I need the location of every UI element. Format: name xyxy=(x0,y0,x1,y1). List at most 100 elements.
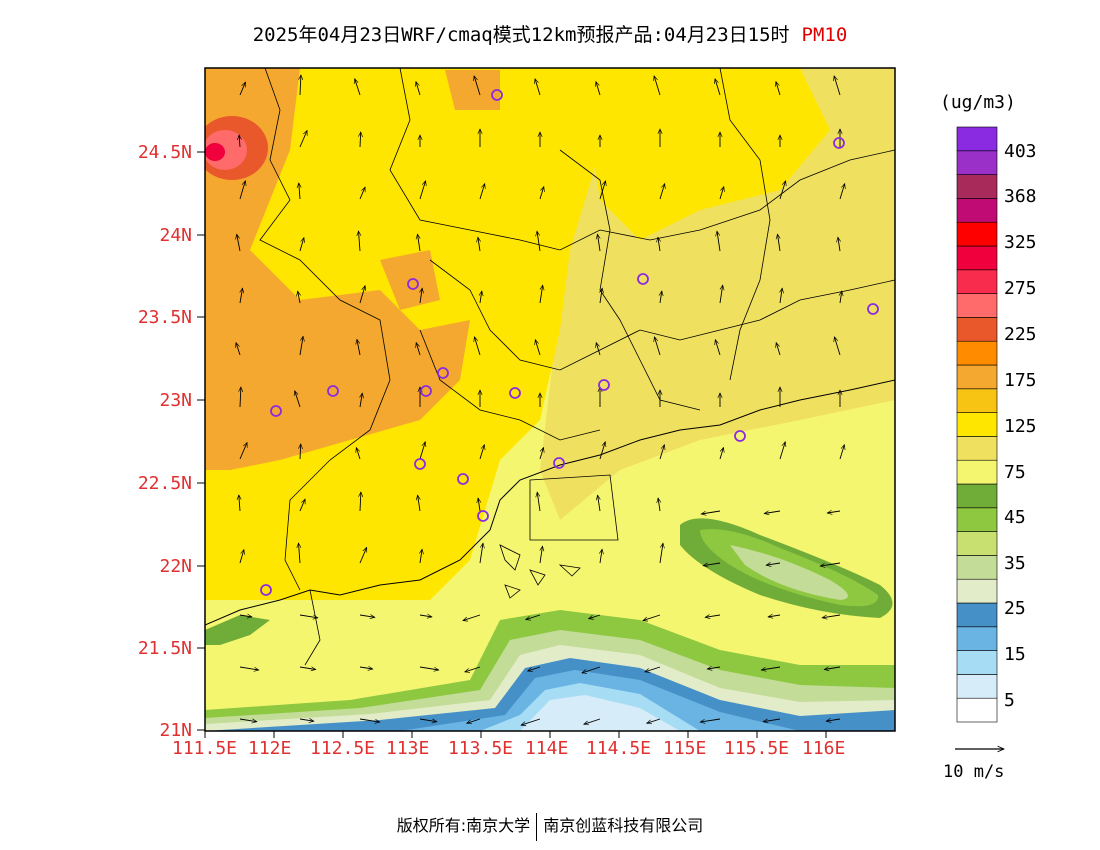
wind-vector xyxy=(299,543,301,564)
colorbar-swatch xyxy=(956,412,998,437)
lon-tick-label: 112.5E xyxy=(310,738,376,759)
wind-vector xyxy=(778,234,781,252)
title-main: 2025年04月23日WRF/cmaq模式12km预报产品:04月23日15时 xyxy=(252,24,790,46)
wind-vector xyxy=(419,181,426,200)
footer-right: 南京创蓝科技有限公司 xyxy=(543,816,704,835)
colorbar-swatch xyxy=(956,697,998,723)
wind-vector xyxy=(419,442,425,460)
wind-vector xyxy=(521,718,541,725)
station-marker xyxy=(420,385,432,397)
wind-vector xyxy=(537,231,541,252)
wind-vector xyxy=(237,234,241,252)
wind-vector xyxy=(537,492,541,512)
wind-vector xyxy=(776,343,781,356)
colorbar-swatch xyxy=(956,578,998,604)
wind-vector xyxy=(300,444,301,460)
wind-vector xyxy=(599,181,606,200)
colorbar-swatch xyxy=(956,245,998,271)
wind-vectors xyxy=(236,75,845,725)
wind-vector xyxy=(768,615,781,617)
colorbar-swatch xyxy=(956,531,998,556)
wind-vector xyxy=(839,184,845,200)
monitoring-stations xyxy=(260,89,879,596)
wind-vector xyxy=(299,131,308,148)
lat-tick-label: 22N xyxy=(159,556,192,577)
wind-vector xyxy=(420,288,422,304)
station-marker xyxy=(414,458,426,470)
wind-vector xyxy=(600,549,602,564)
wind-vector xyxy=(239,181,245,200)
wind-vector xyxy=(239,615,252,617)
title-variable: PM10 xyxy=(801,24,848,46)
colorbar xyxy=(956,126,998,723)
wind-vector xyxy=(300,75,301,96)
wind-vector xyxy=(535,340,541,356)
wind-vector xyxy=(582,666,601,673)
wind-vector xyxy=(715,340,721,356)
colorbar-label: 125 xyxy=(1004,416,1037,437)
wind-vector xyxy=(418,234,421,252)
wind-vector xyxy=(420,549,422,564)
lon-tick-label: 112E xyxy=(248,738,292,759)
footer-separator xyxy=(536,812,538,841)
wind-vector xyxy=(359,187,366,200)
colorbar-swatch xyxy=(956,436,998,461)
colorbar-swatch xyxy=(956,221,998,247)
wind-vector xyxy=(463,614,481,621)
station-marker xyxy=(734,430,746,442)
wind-vector xyxy=(239,495,240,512)
wind-vector xyxy=(360,393,362,408)
wind-vector xyxy=(715,79,721,96)
station-marker xyxy=(553,457,565,469)
colorbar-label: 35 xyxy=(1004,553,1026,574)
wind-vector xyxy=(764,511,781,514)
wind-vector xyxy=(239,666,259,670)
wind-vector xyxy=(599,442,605,460)
colorbar-label: 325 xyxy=(1004,232,1037,253)
wind-vector xyxy=(834,337,841,356)
wind-vector xyxy=(480,291,482,304)
lon-tick-label: 116E xyxy=(802,738,846,759)
wind-vector xyxy=(360,492,361,512)
wind-vector xyxy=(419,719,437,722)
wind-vector xyxy=(647,718,661,723)
wind-vector xyxy=(826,719,841,721)
wind-vector xyxy=(719,187,724,200)
wind-vector xyxy=(239,443,248,460)
wind-vector xyxy=(299,499,306,512)
wind-vector xyxy=(299,238,304,252)
lon-tick-label: 113E xyxy=(386,738,430,759)
wind-vector xyxy=(478,498,480,512)
wind-vector xyxy=(540,546,543,564)
wind-vector xyxy=(705,615,721,617)
wind-vector xyxy=(236,343,241,356)
wind-vector xyxy=(701,510,721,514)
wind-vector xyxy=(416,82,421,96)
wind-vector xyxy=(539,448,544,460)
wind-vector xyxy=(239,82,246,96)
lon-tick-label: 115E xyxy=(663,738,707,759)
colorbar-swatch xyxy=(956,650,998,675)
wind-vector xyxy=(479,543,483,564)
wind-vector xyxy=(299,719,314,721)
chart-title: 2025年04月23日WRF/cmaq模式12km预报产品:04月23日15时 P… xyxy=(0,20,1100,47)
lon-tick-label: 114E xyxy=(525,738,569,759)
wind-vector xyxy=(643,614,661,621)
wind-vector xyxy=(654,76,661,96)
wind-vector xyxy=(598,234,601,252)
colorbar-swatch xyxy=(956,317,998,342)
wind-vector xyxy=(703,563,721,566)
colorbar-swatch xyxy=(956,198,998,223)
wind-vector xyxy=(419,615,432,617)
wind-vector xyxy=(359,547,368,564)
wind-vector xyxy=(707,667,721,669)
reference-vector-label: 10 m/s xyxy=(943,762,1005,782)
wind-vector xyxy=(528,666,541,671)
wind-vector xyxy=(359,286,365,304)
wind-vector xyxy=(359,615,375,617)
wind-vector xyxy=(659,445,664,460)
wind-vector xyxy=(766,563,781,565)
wind-vector xyxy=(596,82,601,96)
lon-tick-label: 114.5E xyxy=(586,738,652,759)
station-marker xyxy=(407,278,419,290)
